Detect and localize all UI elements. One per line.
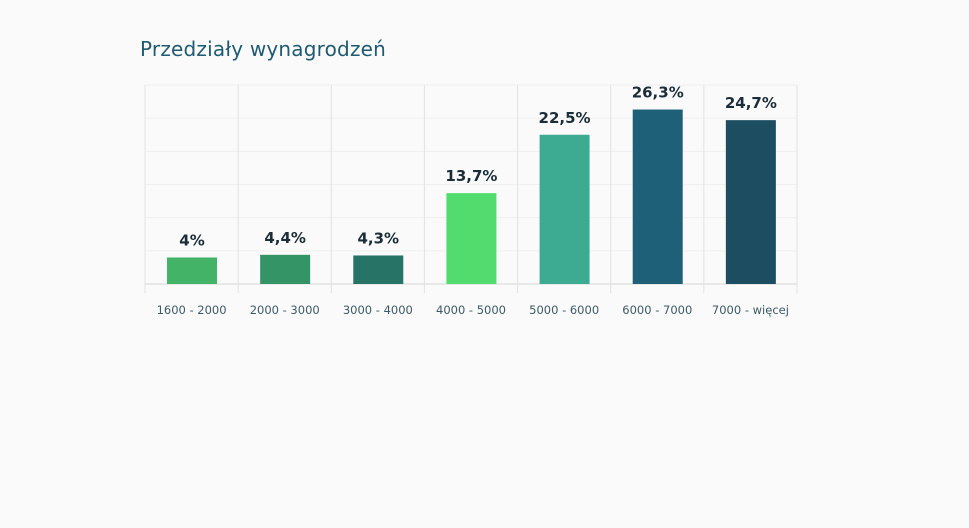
x-tick-label: 7000 - więcej <box>712 303 789 317</box>
bar-value-label: 26,3% <box>632 84 684 102</box>
x-tick-label: 2000 - 3000 <box>250 303 320 317</box>
bar <box>725 120 776 284</box>
chart-title: Przedziały wynagrodzeń <box>140 37 387 61</box>
x-tick-label: 4000 - 5000 <box>436 303 506 317</box>
bar-value-label: 4,3% <box>357 229 399 247</box>
bar <box>260 254 311 284</box>
x-tick-label: 1600 - 2000 <box>157 303 227 317</box>
grid-lines <box>144 84 798 293</box>
x-tick-label: 6000 - 7000 <box>622 303 692 317</box>
bar <box>167 257 217 284</box>
bar <box>539 134 590 284</box>
bars <box>167 109 776 284</box>
bar-value-label: 24,7% <box>725 94 777 112</box>
value-labels: 4% 4,4% 4,3% 13,7% 22,5% 26,3% 24,7% <box>179 84 777 250</box>
bar-value-label: 4% <box>179 231 204 249</box>
bar-value-label: 4,4% <box>264 229 306 247</box>
bar <box>446 193 497 284</box>
bar-value-label: 22,5% <box>539 109 591 127</box>
bar <box>353 255 404 284</box>
x-tick-labels: 1600 - 2000 2000 - 3000 3000 - 4000 4000 - … <box>157 303 789 317</box>
bar <box>632 109 683 284</box>
x-tick-label: 3000 - 4000 <box>343 303 413 317</box>
x-tick-label: 5000 - 6000 <box>529 303 599 317</box>
bar-value-label: 13,7% <box>445 167 497 185</box>
